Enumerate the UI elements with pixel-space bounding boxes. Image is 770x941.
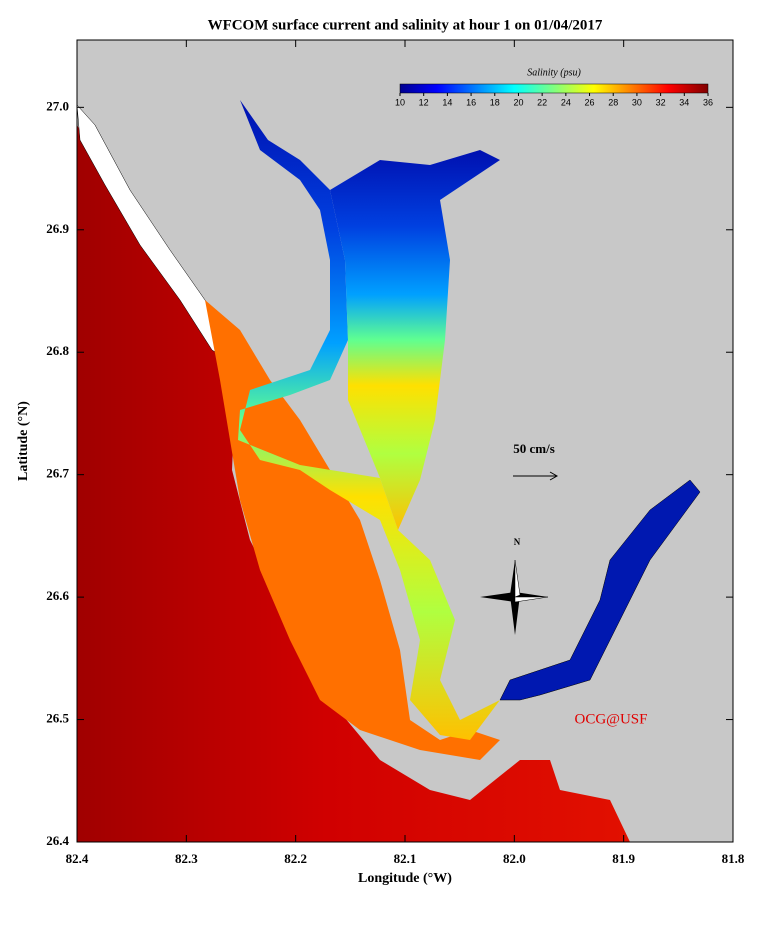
x-tick-label: 81.8 <box>722 851 745 866</box>
lagoon-water <box>205 300 500 760</box>
y-axis-label: Latitude (°N) <box>16 401 31 481</box>
north-label: N <box>514 537 521 547</box>
colorbar-tick-label: 10 <box>395 97 405 107</box>
harbor-water <box>238 100 500 740</box>
x-tick-label: 82.0 <box>503 851 526 866</box>
colorbar-tick-label: 18 <box>490 97 500 107</box>
colorbar-tick-label: 28 <box>608 97 618 107</box>
colorbar-tick-label: 16 <box>466 97 476 107</box>
colorbar-tick-label: 36 <box>703 97 713 107</box>
colorbar-tick-label: 20 <box>513 97 523 107</box>
y-tick-label: 26.4 <box>46 833 69 848</box>
colorbar-tick-label: 32 <box>656 97 666 107</box>
colorbar-tick-label: 30 <box>632 97 642 107</box>
colorbar <box>399 83 709 94</box>
x-tick-label: 82.1 <box>394 851 417 866</box>
y-tick-label: 26.7 <box>46 466 69 481</box>
colorbar-tick-label: 26 <box>585 97 595 107</box>
river-water <box>499 479 701 701</box>
x-tick-label: 82.3 <box>175 851 198 866</box>
colorbar-label: Salinity (psu) <box>527 67 581 78</box>
x-axis-label: Longitude (°W) <box>358 871 452 886</box>
colorbar-tick-label: 34 <box>679 97 689 107</box>
x-tick-label: 82.2 <box>284 851 307 866</box>
map-title: WFCOM surface current and salinity at ho… <box>208 17 603 33</box>
scale-arrow-head <box>549 471 559 481</box>
y-tick-label: 27.0 <box>46 98 69 113</box>
colorbar-tick-label: 14 <box>442 97 452 107</box>
colorbar-tick-label: 24 <box>561 97 571 107</box>
x-tick-label: 82.4 <box>66 851 89 866</box>
colorbar-tick-label: 22 <box>537 97 547 107</box>
y-tick-label: 26.5 <box>46 711 69 726</box>
harbor-upper <box>330 150 500 530</box>
y-tick-label: 26.8 <box>46 343 69 358</box>
y-tick-label: 26.9 <box>46 221 69 236</box>
gulf-water <box>77 125 630 842</box>
colorbar-tick-label: 12 <box>419 97 429 107</box>
scale-label: 50 cm/s <box>513 441 555 456</box>
compass <box>480 559 549 635</box>
y-tick-label: 26.6 <box>46 588 69 603</box>
credit: OCG@USF <box>574 711 647 727</box>
x-tick-label: 81.9 <box>612 851 635 866</box>
